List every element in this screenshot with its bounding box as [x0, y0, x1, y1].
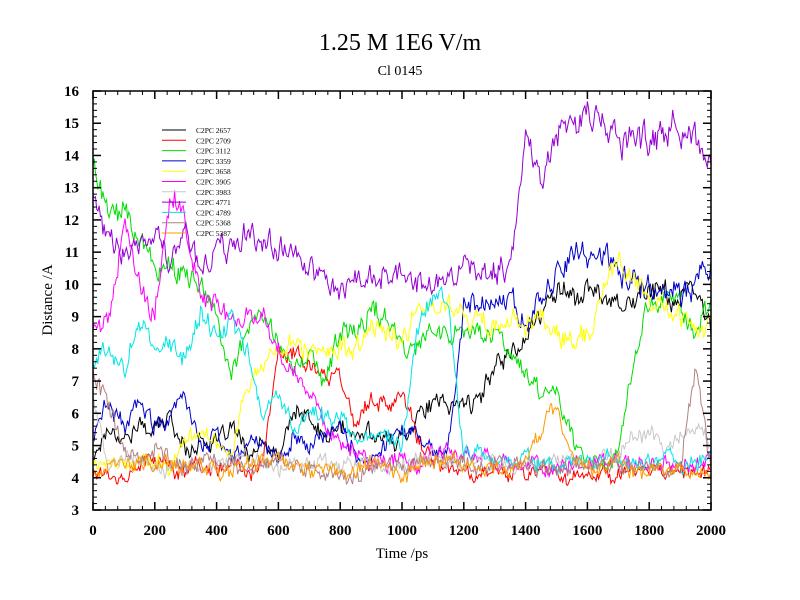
x-tick-label: 2000	[696, 523, 726, 539]
series-line-c2pc-4771	[92, 101, 712, 300]
series-line-c2pc-5387	[92, 402, 712, 484]
y-tick-label: 10	[64, 277, 79, 293]
series-lines	[92, 101, 712, 486]
x-tick-label: 1800	[634, 523, 664, 539]
chart-subtitle: Cl 0145	[377, 64, 423, 79]
x-tick-label: 1200	[449, 523, 479, 539]
x-tick-label: 1000	[387, 523, 417, 539]
x-tick-label: 200	[144, 523, 167, 539]
x-tick-label: 400	[205, 523, 228, 539]
axis-ticks	[92, 90, 712, 511]
series-line-c2pc-2709	[92, 344, 712, 486]
legend-label: C2PC 3983	[196, 188, 231, 197]
y-tick-label: 7	[72, 374, 80, 390]
series-line-c2pc-3359	[92, 241, 712, 466]
y-tick-label: 14	[64, 148, 80, 164]
y-tick-label: 5	[72, 439, 80, 455]
chart-title: 1.25 M 1E6 V/m	[318, 30, 482, 56]
y-tick-label: 15	[64, 116, 79, 132]
y-tick-label: 13	[64, 181, 79, 197]
series-line-c2pc-5368	[92, 368, 712, 486]
legend-label: C2PC 3359	[196, 157, 231, 166]
x-tick-label: 1400	[511, 523, 541, 539]
y-tick-label: 8	[72, 342, 80, 358]
y-tick-label: 6	[72, 406, 80, 422]
x-axis-label: Time /ps	[376, 546, 429, 562]
legend-label: C2PC 4771	[196, 198, 231, 207]
legend-label: C2PC 5368	[196, 219, 231, 228]
legend-label: C2PC 2709	[196, 136, 231, 145]
y-tick-label: 9	[72, 310, 80, 326]
legend-label: C2PC 3658	[196, 167, 231, 176]
series-line-c2pc-3658	[92, 251, 712, 477]
axis-tick-labels: 0 200 400 600 800 1000 1200 1400 1600 1800 2000 3 4 5…	[64, 84, 726, 539]
legend-label: C2PC 5387	[196, 229, 231, 238]
x-tick-label: 600	[267, 523, 290, 539]
legend-label: C2PC 3905	[196, 178, 231, 187]
legend-label: C2PC 3112	[196, 147, 231, 156]
series-line-c2pc-3112	[92, 158, 712, 470]
y-axis-label: Distance /A	[40, 264, 56, 335]
y-tick-label: 4	[72, 471, 80, 487]
y-tick-label: 16	[64, 84, 80, 100]
x-tick-label: 800	[329, 523, 352, 539]
legend-label: C2PC 2657	[196, 126, 231, 135]
x-tick-label: 0	[89, 523, 97, 539]
y-tick-label: 12	[64, 213, 79, 229]
series-line-c2pc-2657	[92, 277, 712, 462]
x-tick-label: 1600	[572, 523, 602, 539]
series-line-c2pc-3905	[92, 190, 712, 479]
y-tick-label: 3	[72, 503, 80, 519]
legend-label: C2PC 4789	[196, 208, 231, 217]
series-line-c2pc-4789	[92, 286, 712, 476]
y-tick-label: 11	[65, 245, 79, 261]
